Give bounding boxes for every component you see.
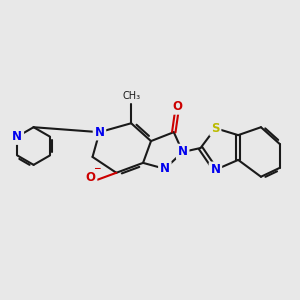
Text: −: − <box>93 164 100 173</box>
Text: N: N <box>12 130 22 143</box>
Text: N: N <box>178 146 188 158</box>
Text: CH₃: CH₃ <box>122 91 140 101</box>
Text: S: S <box>211 122 220 135</box>
Text: N: N <box>94 126 104 139</box>
Text: N: N <box>210 163 220 176</box>
Text: O: O <box>173 100 183 113</box>
Text: N: N <box>160 162 170 175</box>
Text: O: O <box>85 171 96 184</box>
